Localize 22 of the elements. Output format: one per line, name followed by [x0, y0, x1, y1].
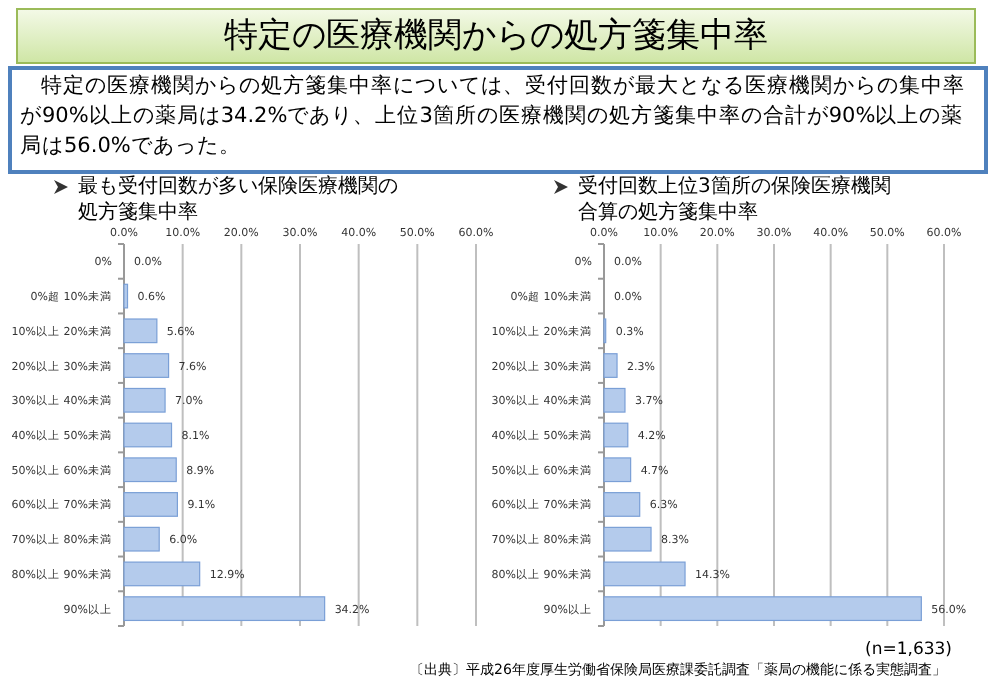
bar: [123, 561, 201, 587]
bar: [123, 526, 160, 552]
bar: [603, 526, 652, 552]
bar: [123, 387, 166, 413]
chart-title: 受付回数上位3箇所の保険医療機関合算の処方箋集中率: [578, 174, 893, 226]
bar: [603, 561, 686, 587]
text: 特定の医療機関からの処方箋集中率については、受付回数が最大となる医療機関からの集中率が90%以上の薬局は34.2%であり、上位3箇所の医療機関の処方箋集中率の合計が90%以上の薬局は56.0%であった。: [8, 66, 988, 174]
text: 特定の医療機関からの処方箋集中率: [16, 8, 976, 64]
bar: [123, 457, 177, 483]
bar: [123, 422, 173, 448]
bar: [123, 318, 158, 344]
bar: [603, 353, 618, 378]
bar: [603, 596, 922, 622]
chart-title: 最も受付回数が多い保険医療機関の処方箋集中率: [78, 174, 400, 226]
bar: [603, 492, 641, 517]
bar: [603, 387, 626, 413]
bar: [603, 457, 632, 483]
bar: [123, 596, 326, 622]
bar: [123, 353, 170, 378]
bar: [123, 492, 178, 517]
bar: [603, 422, 629, 448]
text: (n=1,633): [865, 640, 952, 660]
